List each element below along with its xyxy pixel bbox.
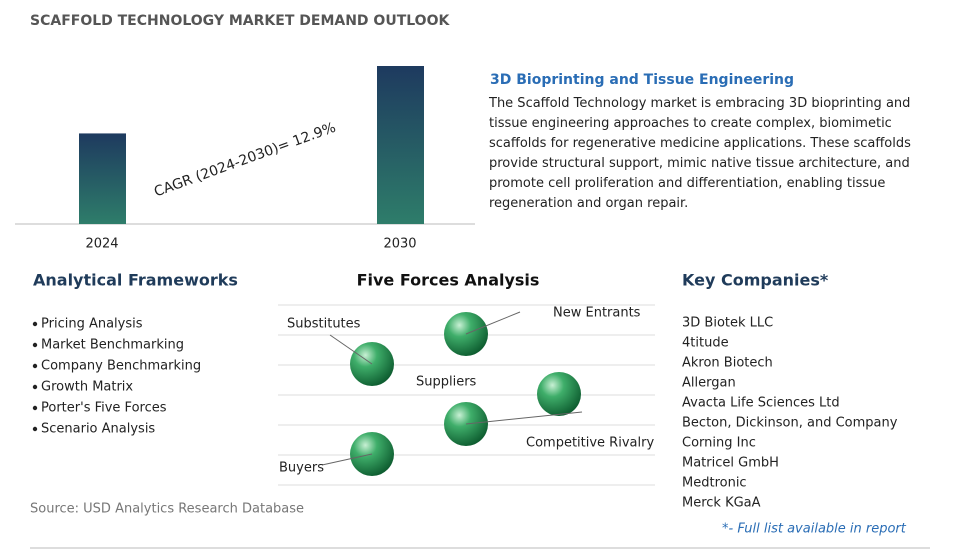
force-label: Competitive Rivalry <box>526 436 654 451</box>
leader-line <box>465 411 583 425</box>
section-heading: Five Forces Analysis <box>357 271 540 290</box>
bullet <box>32 405 38 411</box>
leader-line <box>465 311 521 335</box>
force-label: Suppliers <box>416 375 477 390</box>
company-name: 3D Biotek LLC <box>682 316 773 331</box>
list-item: Company Benchmarking <box>41 359 201 374</box>
section-heading: Analytical Frameworks <box>33 271 238 290</box>
footnote: *- Full list available in report <box>722 522 907 537</box>
page-title: SCAFFOLD TECHNOLOGY MARKET DEMAND OUTLOO… <box>30 13 450 29</box>
company-name: 4titude <box>682 336 729 351</box>
source-note: Source: USD Analytics Research Database <box>30 502 304 517</box>
list-item: Pricing Analysis <box>41 317 143 332</box>
bullet <box>32 363 38 369</box>
company-name: Merck KGaA <box>682 496 761 511</box>
leader-line <box>321 453 373 466</box>
company-name: Allergan <box>682 376 736 391</box>
x-tick-label: 2030 <box>383 237 416 252</box>
bar <box>79 133 126 224</box>
company-name: Medtronic <box>682 476 747 491</box>
company-name: Corning Inc <box>682 436 756 451</box>
company-name: Avacta Life Sciences Ltd <box>682 396 840 411</box>
bullet <box>32 384 38 390</box>
bullet <box>32 426 38 432</box>
bar <box>377 66 424 224</box>
list-item: Market Benchmarking <box>41 338 184 353</box>
force-label: New Entrants <box>553 306 641 321</box>
force-label: Substitutes <box>287 317 361 332</box>
list-item: Porter's Five Forces <box>41 401 167 416</box>
force-sphere <box>537 372 581 416</box>
company-name: Becton, Dickinson, and Company <box>682 416 898 431</box>
list-item: Growth Matrix <box>41 380 133 395</box>
list-item: Scenario Analysis <box>41 422 155 437</box>
leader-line <box>329 334 373 365</box>
bullet <box>32 342 38 348</box>
cagr-annotation: CAGR (2024-2030)= 12.9% <box>152 120 338 201</box>
section-heading: Key Companies* <box>682 271 829 290</box>
x-tick-label: 2024 <box>85 237 118 252</box>
company-name: Akron Biotech <box>682 356 773 371</box>
force-label: Buyers <box>279 461 324 476</box>
bullet <box>32 321 38 327</box>
highlight-paragraph: The Scaffold Technology market is embrac… <box>489 96 911 211</box>
company-name: Matricel GmbH <box>682 456 779 471</box>
highlight-heading: 3D Bioprinting and Tissue Engineering <box>490 72 795 88</box>
